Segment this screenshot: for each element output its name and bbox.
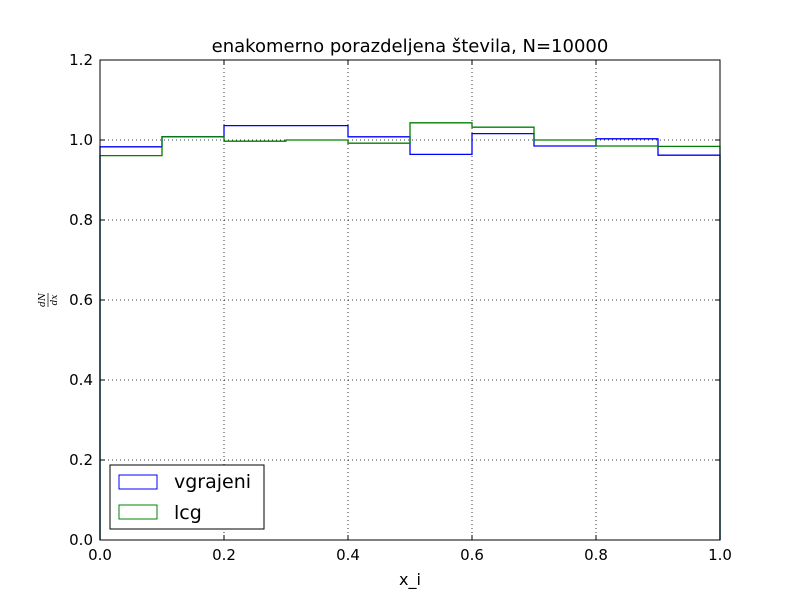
x-tick-label: 0.6 <box>460 546 484 564</box>
y-tick-label: 0.2 <box>69 451 93 469</box>
legend-label-vgrajeni: vgrajeni <box>174 471 251 493</box>
y-tick-label: 0.8 <box>69 211 93 229</box>
x-tick-label: 0.4 <box>336 546 360 564</box>
legend: vgrajeni lcg <box>109 464 265 530</box>
x-tick-label: 0.2 <box>212 546 236 564</box>
legend-box <box>109 464 265 530</box>
y-axis-label: dN dx <box>38 292 60 307</box>
x-tick-label: 0.8 <box>584 546 608 564</box>
legend-swatch-lcg <box>118 504 158 520</box>
x-tick-label: 0.0 <box>88 546 112 564</box>
y-tick-label: 0.0 <box>69 531 93 549</box>
y-tick-label: 1.0 <box>69 131 93 149</box>
x-axis-label: x_i <box>399 570 421 590</box>
x-tick-label: 1.0 <box>708 546 732 564</box>
y-tick-label: 0.4 <box>69 371 93 389</box>
y-axis-label-numerator: dN <box>38 292 48 307</box>
y-tick-label: 1.2 <box>69 51 93 69</box>
legend-swatch-vgrajeni <box>118 474 158 490</box>
series-lcg-step <box>99 122 721 540</box>
axis-ticks: 0.0 0.2 0.4 0.6 0.8 1.0 0.0 0.2 0.4 0.6 0.8 1.0 1.2 <box>69 51 732 564</box>
legend-label-lcg: lcg <box>174 502 202 524</box>
chart-title: enakomerno porazdeljena števila, N=10000 <box>212 36 609 57</box>
y-tick-label: 0.6 <box>69 291 93 309</box>
y-axis-label-denominator: dx <box>50 295 60 306</box>
series-group <box>99 122 721 540</box>
